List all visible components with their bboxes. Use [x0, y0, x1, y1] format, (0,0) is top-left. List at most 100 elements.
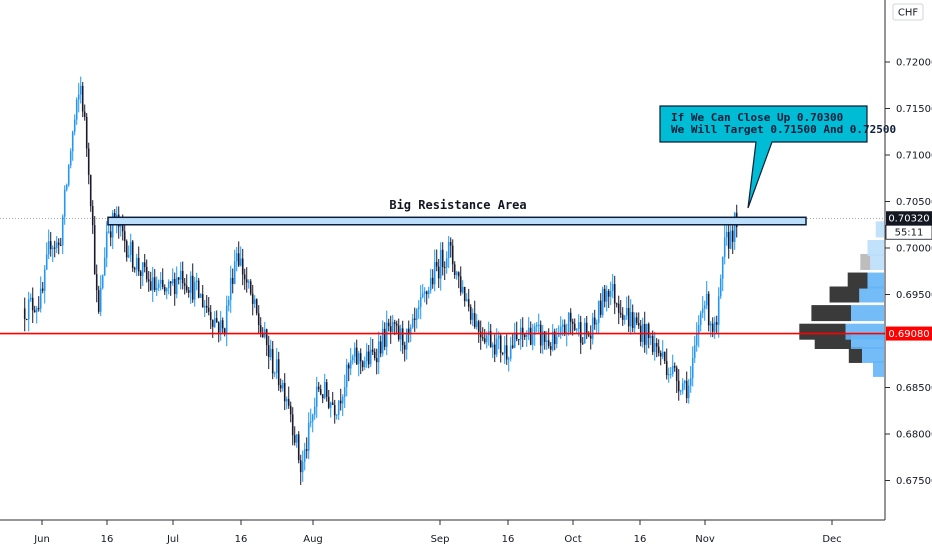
candle-body — [483, 338, 486, 343]
candle-body — [615, 303, 618, 305]
candle-body — [167, 281, 170, 289]
candle-body — [477, 321, 480, 332]
candle-body — [401, 328, 404, 346]
candle-body — [71, 131, 74, 152]
candle-body — [349, 360, 352, 369]
candle-body — [63, 189, 66, 217]
candle-body — [51, 247, 54, 250]
candle-body — [503, 345, 506, 354]
candle-body — [663, 351, 666, 362]
candle-body — [155, 287, 158, 290]
candle-body — [653, 343, 656, 353]
time-tick-label: 16 — [235, 534, 248, 545]
candle-body — [183, 283, 186, 286]
candle-body — [611, 284, 614, 291]
candle-body — [325, 382, 328, 397]
candle-body — [715, 322, 718, 325]
candle-body — [101, 275, 104, 288]
candle-body — [523, 334, 526, 337]
candle-body — [385, 322, 388, 347]
candle-body — [335, 414, 338, 416]
candle-body — [415, 309, 418, 320]
candle-body — [551, 331, 554, 350]
candle-body — [571, 321, 574, 324]
price-tick-label: 0.71500 — [896, 104, 932, 115]
candle-body — [307, 422, 310, 451]
candle-body — [209, 311, 212, 320]
candle-body — [323, 382, 326, 399]
candle-body — [231, 277, 234, 284]
candle-body — [463, 286, 466, 302]
candle-body — [159, 279, 162, 284]
resistance-zone[interactable] — [107, 216, 807, 226]
candle-body — [143, 262, 146, 267]
candle-body — [371, 349, 374, 352]
candle-body — [505, 345, 508, 360]
candle-body — [83, 111, 86, 117]
annotation-callout[interactable]: If We Can Close Up 0.70300 We Will Targe… — [659, 105, 896, 209]
candle-body — [717, 296, 720, 325]
candle-body — [267, 345, 270, 358]
candle-body — [389, 326, 392, 332]
candle-body — [629, 312, 632, 327]
candles-layer — [23, 76, 738, 485]
candle-body — [107, 231, 110, 233]
candle-body — [631, 312, 634, 329]
candle-body — [97, 290, 100, 312]
candle-body — [207, 307, 210, 312]
candle-body — [253, 299, 256, 304]
candle-body — [351, 356, 354, 361]
candle-body — [251, 293, 254, 304]
time-tick-label: Aug — [303, 534, 323, 545]
candle-body — [685, 380, 688, 399]
candle-body — [27, 299, 30, 320]
currency-button[interactable]: CHF — [892, 3, 924, 21]
candle-body — [705, 293, 708, 306]
candle-body — [651, 335, 654, 353]
candle-body — [291, 414, 294, 436]
volume-profile-bar — [867, 240, 884, 256]
time-axis[interactable]: Jun 16 Jul 16 Aug Sep 16 Oct 16 Nov Dec — [33, 520, 842, 545]
time-tick-label: 16 — [101, 534, 114, 545]
candle-body — [531, 334, 534, 345]
candle-body — [69, 151, 72, 166]
candle-body — [497, 335, 500, 339]
candle-body — [105, 231, 108, 258]
candle-body — [567, 312, 570, 333]
candle-body — [333, 404, 336, 416]
candle-body — [427, 290, 430, 295]
annotation-line-2: We Will Target 0.71500 And 0.72500 — [671, 123, 896, 136]
candle-body — [145, 266, 148, 280]
volume-profile-bar — [799, 323, 846, 340]
candle-body — [533, 326, 536, 335]
candle-body — [733, 212, 736, 242]
callout-bubble — [659, 105, 868, 209]
candle-body — [381, 328, 384, 354]
candle-body — [613, 284, 616, 304]
candle-body — [33, 310, 36, 313]
candle-body — [555, 336, 558, 344]
candle-body — [473, 313, 476, 328]
volume-profile-bar — [873, 360, 884, 377]
volume-profile-bar — [847, 272, 868, 289]
candle-body — [591, 317, 594, 339]
candle-body — [529, 327, 532, 345]
candle-body — [153, 277, 156, 290]
candle-body — [65, 184, 68, 190]
candle-body — [205, 305, 208, 308]
candle-body — [303, 449, 306, 462]
candle-body — [127, 254, 130, 258]
time-tick-label: 16 — [634, 534, 647, 545]
candle-body — [527, 327, 530, 336]
candle-body — [387, 322, 390, 327]
candle-body — [459, 276, 462, 293]
candle-body — [643, 324, 646, 345]
candle-body — [679, 390, 682, 392]
candle-body — [255, 299, 258, 314]
